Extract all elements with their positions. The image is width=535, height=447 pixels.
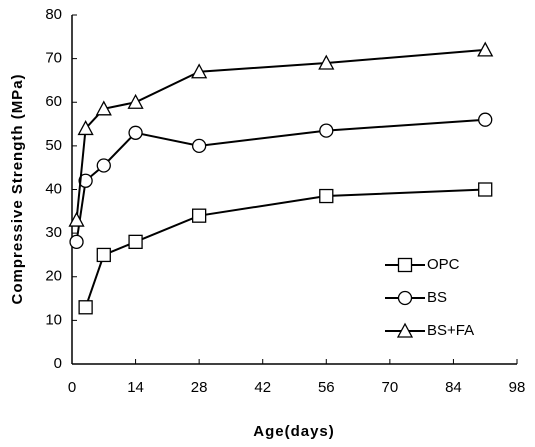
x-axis-label: Age(days) xyxy=(253,423,335,440)
x-tick-label: 98 xyxy=(509,379,526,396)
x-tick-label: 84 xyxy=(445,379,462,396)
data-point xyxy=(477,41,494,57)
data-point xyxy=(78,300,93,315)
legend-marker xyxy=(397,257,413,273)
legend-marker xyxy=(397,290,413,306)
data-point xyxy=(318,54,335,70)
legend-label: BS xyxy=(427,289,447,306)
y-tick-label: 10 xyxy=(45,311,62,328)
y-tick-label: 50 xyxy=(45,137,62,154)
data-point xyxy=(96,158,111,173)
y-tick-label: 70 xyxy=(45,50,62,67)
legend-label: OPC xyxy=(427,256,460,273)
data-point xyxy=(128,125,143,140)
x-tick-label: 70 xyxy=(382,379,399,396)
data-point xyxy=(69,234,84,250)
x-tick-label: 14 xyxy=(127,379,144,396)
y-tick-label: 40 xyxy=(45,180,62,197)
x-tick-label: 42 xyxy=(254,379,271,396)
series-line xyxy=(84,188,486,308)
legend-label: BS+FA xyxy=(427,322,474,339)
data-point xyxy=(191,138,207,154)
data-point xyxy=(77,120,94,136)
data-point xyxy=(191,63,208,79)
x-tick-label: 0 xyxy=(68,379,76,396)
data-point xyxy=(319,188,334,204)
data-point xyxy=(478,182,493,197)
y-tick-label: 80 xyxy=(45,6,62,23)
y-tick-label: 20 xyxy=(45,268,62,285)
y-axis-label: Compressive Strength (MPa) xyxy=(9,73,26,304)
y-tick-label: 30 xyxy=(45,224,62,241)
x-tick-label: 28 xyxy=(191,379,208,396)
data-point xyxy=(127,93,144,109)
data-point xyxy=(128,234,143,250)
data-point xyxy=(78,173,93,188)
data-point xyxy=(68,211,85,227)
y-tick-label: 60 xyxy=(45,93,62,110)
x-tick-label: 56 xyxy=(318,379,335,396)
y-tick-label: 0 xyxy=(54,355,62,372)
data-point xyxy=(478,112,493,127)
data-point xyxy=(191,208,207,223)
data-point xyxy=(319,123,334,138)
data-point xyxy=(96,247,111,263)
legend-marker xyxy=(396,322,414,338)
data-point xyxy=(95,100,112,116)
